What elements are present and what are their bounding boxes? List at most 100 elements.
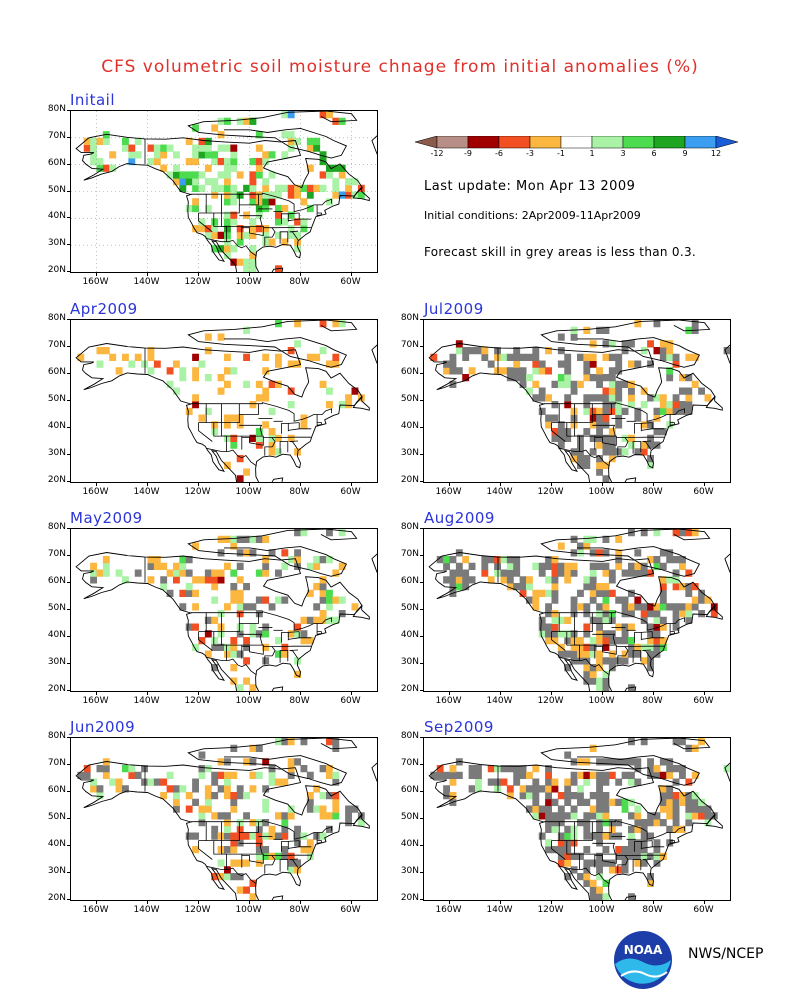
political-border xyxy=(574,821,596,868)
coastline xyxy=(75,133,363,272)
lat-tick xyxy=(420,737,424,738)
political-border xyxy=(206,865,257,885)
lon-tick xyxy=(703,482,705,486)
lat-tick-label: 20N xyxy=(47,265,66,275)
political-border xyxy=(559,656,610,676)
lat-tick xyxy=(67,427,71,428)
lon-tick-label: 120W xyxy=(537,696,564,706)
political-border xyxy=(271,227,276,238)
lon-tick xyxy=(299,691,301,695)
lat-tick xyxy=(67,481,71,482)
lon-tick-label: 60W xyxy=(340,277,361,287)
legend-swatch-p3-6 xyxy=(622,136,655,149)
lon-tick xyxy=(95,272,97,276)
political-border xyxy=(289,858,299,868)
map-aug2009 xyxy=(423,528,731,692)
lat-tick xyxy=(67,690,71,691)
lat-tick-label: 30N xyxy=(400,448,419,458)
lon-tick xyxy=(652,691,654,695)
lat-tick xyxy=(67,217,71,219)
political-border xyxy=(221,821,243,868)
lon-tick-label: 120W xyxy=(184,696,211,706)
island-coastline xyxy=(724,738,730,782)
anomaly-cells xyxy=(83,111,365,272)
legend-swatch-p6-9 xyxy=(653,136,686,149)
political-border xyxy=(206,447,257,467)
lat-tick xyxy=(67,244,71,246)
lat-tick-label: 30N xyxy=(47,866,66,876)
lat-tick xyxy=(420,872,424,873)
island-coastline xyxy=(705,813,723,829)
legend-tick-label: 1 xyxy=(589,149,595,158)
lat-tick-label: 50N xyxy=(47,184,66,195)
lat-tick-label: 40N xyxy=(47,839,66,849)
political-border xyxy=(241,853,264,864)
legend-swatch-m12-m9 xyxy=(436,136,469,149)
island-coastline xyxy=(673,738,711,750)
legend-tick-label: -9 xyxy=(464,149,472,158)
island-coastline xyxy=(540,320,701,368)
political-border xyxy=(289,230,299,241)
anomaly-cells xyxy=(77,320,365,482)
legend-swatch-p1-3 xyxy=(591,136,624,149)
lon-tick-label: 100W xyxy=(235,487,262,497)
legend-swatch-lt-minus12 xyxy=(415,136,438,149)
political-border xyxy=(551,612,593,632)
coastline xyxy=(428,761,716,900)
lat-tick-label: 40N xyxy=(400,630,419,640)
lon-tick-label: 160W xyxy=(435,696,462,706)
lat-tick-label: 70N xyxy=(47,130,66,141)
lat-tick xyxy=(420,609,424,610)
island-coastline xyxy=(352,186,370,202)
political-border xyxy=(198,403,240,423)
legend-tick-label: 9 xyxy=(682,149,688,158)
political-border xyxy=(213,840,227,870)
lat-tick xyxy=(420,373,424,374)
lat-tick-label: 50N xyxy=(400,812,419,822)
lat-tick xyxy=(67,737,71,738)
lon-tick xyxy=(248,900,250,904)
political-border xyxy=(642,649,652,659)
lon-tick xyxy=(499,900,501,904)
lon-tick xyxy=(448,900,450,904)
lon-tick xyxy=(248,691,250,695)
lat-tick-label: 20N xyxy=(400,475,419,485)
island-coastline xyxy=(187,111,348,159)
lon-tick-label: 120W xyxy=(184,905,211,915)
lon-tick-label: 60W xyxy=(340,487,361,497)
lat-tick-label: 40N xyxy=(400,421,419,431)
lat-tick-label: 70N xyxy=(47,758,66,768)
political-border xyxy=(239,215,263,227)
lat-tick-label: 50N xyxy=(47,812,66,822)
political-border xyxy=(669,832,675,844)
map-may2009 xyxy=(70,528,378,692)
lon-tick xyxy=(601,900,603,904)
lon-tick xyxy=(448,482,450,486)
lon-tick xyxy=(299,272,301,276)
lon-tick-label: 80W xyxy=(289,487,310,497)
lat-tick xyxy=(67,400,71,401)
lon-tick-label: 60W xyxy=(693,905,714,915)
political-border xyxy=(264,655,273,665)
political-border xyxy=(288,428,312,431)
political-border xyxy=(669,414,675,426)
noaa-logo-icon: NOAA xyxy=(614,931,672,989)
political-border xyxy=(241,435,264,446)
lat-tick xyxy=(67,346,71,347)
political-border xyxy=(624,646,629,657)
lat-tick-label: 80N xyxy=(47,522,66,532)
lat-tick-label: 40N xyxy=(400,839,419,849)
lat-tick-label: 80N xyxy=(400,522,419,532)
island-coastline xyxy=(320,111,358,123)
political-border xyxy=(617,864,626,874)
political-border xyxy=(198,840,213,860)
lon-tick xyxy=(95,482,97,486)
island-coastline xyxy=(187,738,348,786)
lon-tick xyxy=(550,482,552,486)
lat-tick-label: 30N xyxy=(47,238,66,249)
last-update-text: Last update: Mon Apr 13 2009 xyxy=(424,179,636,194)
lon-tick xyxy=(146,691,148,695)
political-border xyxy=(239,821,259,833)
lon-tick xyxy=(350,482,352,486)
lat-tick xyxy=(67,663,71,664)
